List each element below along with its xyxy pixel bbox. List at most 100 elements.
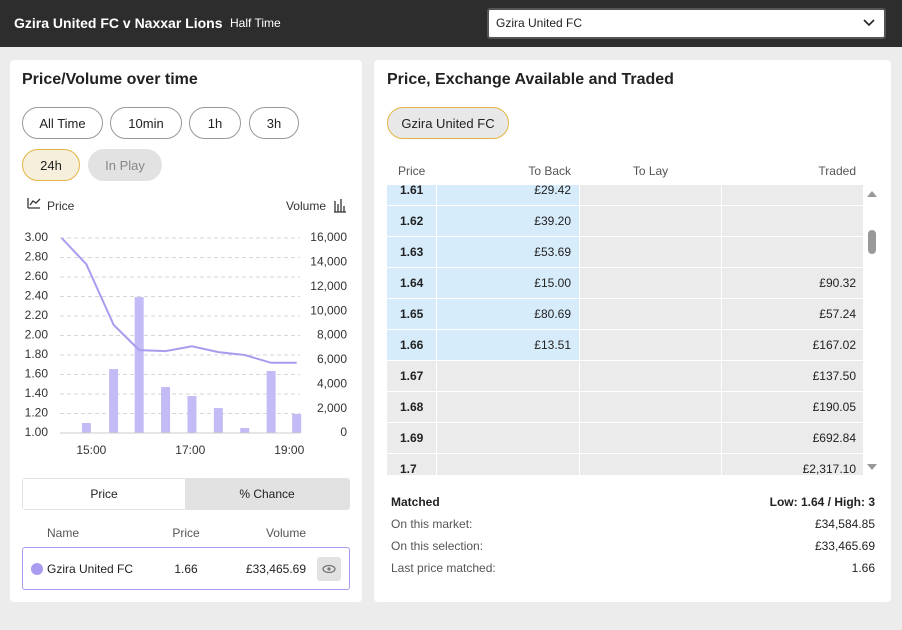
volume-bar	[134, 297, 144, 433]
stat-value: £34,584.85	[814, 517, 875, 531]
match-status: Half Time	[230, 16, 281, 30]
y-tick-label: 1.40	[25, 386, 49, 400]
cell-divider	[721, 392, 722, 422]
price-text: 1.7	[400, 462, 417, 475]
range-button[interactable]: 3h	[249, 107, 299, 139]
back-cell	[437, 299, 579, 329]
runner-name: Gzira United FC	[47, 562, 134, 576]
cell-divider	[436, 454, 437, 475]
cell-divider	[721, 330, 722, 360]
range-button[interactable]: All Time	[22, 107, 103, 139]
eye-icon	[322, 564, 336, 574]
cell-divider	[579, 454, 580, 475]
price-text: 1.67	[400, 369, 424, 383]
cell-divider	[579, 206, 580, 236]
range-button[interactable]: 1h	[189, 107, 241, 139]
price-cell	[387, 423, 436, 453]
cell-divider	[579, 423, 580, 453]
cell-divider	[579, 392, 580, 422]
to-back-text: £80.69	[534, 307, 571, 321]
cell-divider	[579, 330, 580, 360]
selection-text: Gzira United FC	[496, 16, 583, 30]
y-tick-label: 2.40	[25, 289, 49, 303]
back-cell	[437, 423, 579, 453]
runner-volume: £33,465.69	[245, 562, 306, 576]
selection-dropdown[interactable]	[487, 8, 886, 39]
scrollbar[interactable]	[864, 185, 880, 475]
stat-value: 1.66	[851, 561, 875, 575]
y-tick-label: 1.00	[25, 425, 49, 439]
range-button[interactable]: In Play	[88, 149, 162, 181]
volume-bar	[187, 396, 197, 433]
volume-bar	[292, 413, 302, 433]
stat-label: Last price matched:	[391, 561, 496, 575]
x-tick-label: 17:00	[175, 443, 205, 457]
stat-label: On this market:	[391, 517, 473, 531]
y2-tick-label: 4,000	[317, 376, 347, 390]
range-button[interactable]: 10min	[110, 107, 182, 139]
table-header: Volume	[265, 526, 306, 540]
to-back-text: £15.00	[534, 276, 571, 290]
price-text: 1.61	[400, 185, 424, 197]
y2-tick-label: 0	[340, 425, 347, 439]
traded-text: £90.32	[819, 276, 856, 290]
volume-bar	[81, 423, 91, 433]
y-tick-label: 2.80	[25, 250, 49, 264]
range-button[interactable]: 24h	[22, 149, 80, 181]
runner-row	[22, 547, 350, 590]
matched-label: Matched	[391, 495, 440, 509]
traded-text: £167.02	[812, 338, 856, 352]
price-line	[60, 237, 297, 364]
eye-button[interactable]	[317, 557, 341, 581]
dropdown-arrow	[863, 19, 875, 27]
volume-bar	[240, 428, 250, 433]
cell-divider	[436, 423, 437, 453]
traded-text: £137.50	[812, 369, 856, 383]
volume-bar	[161, 387, 171, 433]
price-text: 1.64	[400, 276, 424, 290]
cell-divider	[436, 268, 437, 298]
price-text: 1.62	[400, 214, 424, 228]
x-tick-label: 15:00	[76, 443, 106, 457]
cell-divider	[436, 361, 437, 391]
y2-tick-label: 10,000	[310, 303, 347, 317]
cell-divider	[579, 299, 580, 329]
column-header: To Back	[528, 164, 571, 178]
back-cell	[437, 185, 579, 205]
price-cell	[387, 185, 436, 205]
cell-divider	[579, 361, 580, 391]
legend-label: Volume	[286, 199, 326, 213]
tab[interactable]: Price	[23, 479, 185, 509]
cell-divider	[721, 299, 722, 329]
y2-tick-label: 12,000	[310, 279, 347, 293]
cell-divider	[721, 423, 722, 453]
stat-label: On this selection:	[391, 539, 484, 553]
cell-divider	[436, 237, 437, 267]
color-dot	[31, 563, 43, 575]
tab[interactable]: % Chance	[239, 487, 295, 501]
price-text: 1.69	[400, 431, 424, 445]
to-back-text: £39.20	[534, 214, 571, 228]
cell-divider	[436, 392, 437, 422]
selection-chip[interactable]: Gzira United FC	[387, 107, 509, 139]
cell-divider	[721, 206, 722, 236]
back-cell	[437, 392, 579, 422]
y-tick-label: 1.60	[25, 367, 49, 381]
cell-divider	[436, 185, 437, 205]
cell-divider	[579, 185, 580, 205]
column-header: Price	[398, 164, 426, 178]
traded-text: £57.24	[819, 307, 856, 321]
y-tick-label: 3.00	[25, 230, 49, 244]
price-text: 1.63	[400, 245, 424, 259]
y-tick-label: 2.20	[25, 308, 49, 322]
price-cell	[387, 361, 436, 391]
cell-divider	[436, 330, 437, 360]
y2-tick-label: 8,000	[317, 328, 347, 342]
match-title: Gzira United FC v Naxxar Lions	[14, 15, 223, 31]
back-cell	[437, 206, 579, 236]
order-book: 1.61 £29.42 1.62 £39.20 1.63 £53.69 1.64 £15.00…	[387, 185, 863, 475]
legend-label: Price	[47, 199, 75, 213]
cell-divider	[436, 206, 437, 236]
traded-text: £2,317.10	[802, 462, 856, 475]
